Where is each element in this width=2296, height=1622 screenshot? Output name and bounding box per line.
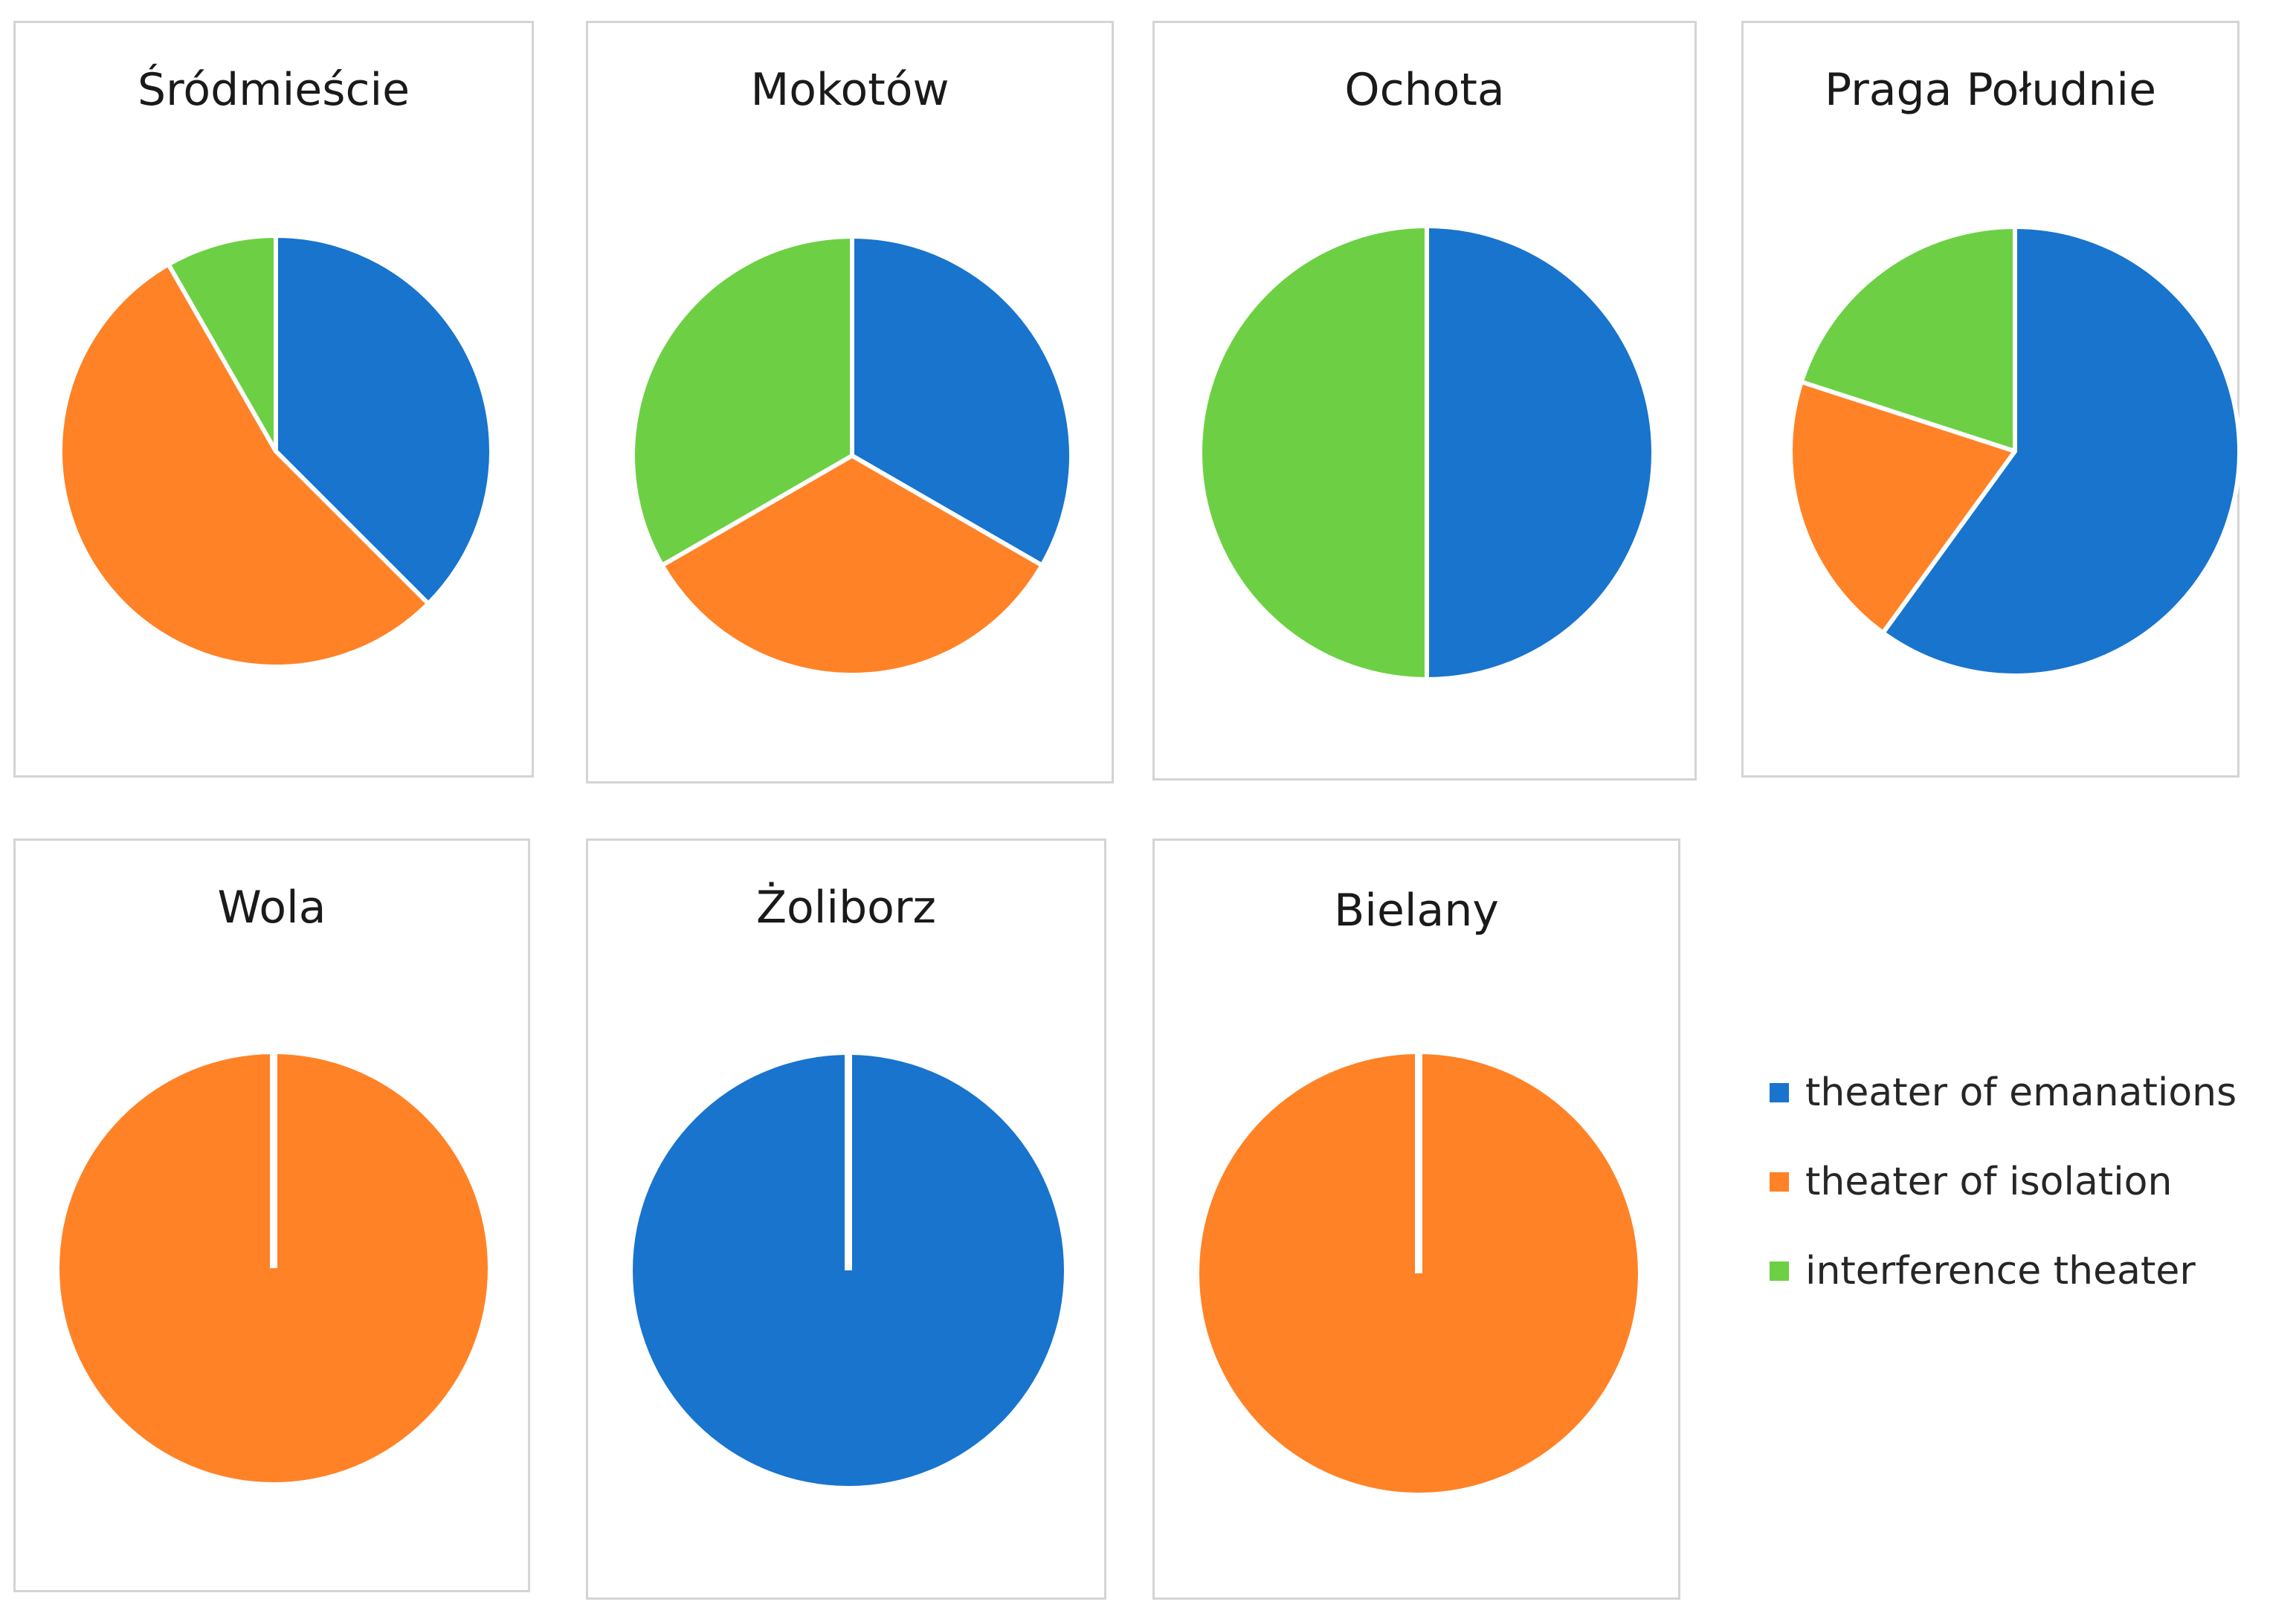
legend-label: interference theater: [1805, 1249, 2196, 1293]
pie-title: Mokotów: [750, 64, 949, 116]
legend-item: theater of emanations: [1770, 1070, 2237, 1115]
pie-slice-interference-theater: [631, 234, 854, 568]
pie-chart: [1788, 224, 2242, 678]
pie-slice-theater-of-emanations: [1880, 224, 2242, 678]
pie-chart: [631, 234, 1074, 677]
pie-panel-bielany: Bielany: [1152, 839, 1680, 1600]
pie-panel-ochota: Ochota: [1152, 21, 1697, 781]
pie-chart: [59, 1054, 488, 1482]
pie-slice-theater-of-emanations: [1425, 224, 1656, 682]
pie-slice-theater-of-emanations: [274, 233, 494, 607]
pie-chart: [633, 1055, 1064, 1486]
pie-slice-theater-of-isolation: [58, 262, 431, 669]
pie-panel-wola: Wola: [13, 839, 530, 1592]
legend-swatch: [1770, 1172, 1789, 1192]
pie-title: Śródmieście: [137, 64, 410, 116]
pie-title: Bielany: [1334, 885, 1499, 937]
pie-panel-srodmiescie: Śródmieście: [13, 21, 534, 778]
pie-slice-interference-theater: [1198, 224, 1429, 682]
legend-item: theater of isolation: [1770, 1160, 2237, 1204]
pie-slice-theater-of-emanations: [850, 234, 1074, 568]
pie-slice-theater-of-isolation: [660, 453, 1045, 677]
pie-chart: [1198, 224, 1656, 682]
legend-item: interference theater: [1770, 1249, 2237, 1293]
legend-label: theater of isolation: [1805, 1160, 2173, 1204]
pie-chart: [58, 233, 494, 669]
pie-title: Wola: [217, 882, 326, 934]
pie-chart: [1199, 1054, 1638, 1493]
legend-swatch: [1770, 1083, 1789, 1102]
legend-label: theater of emanations: [1805, 1070, 2237, 1115]
pie-slice-interference-theater: [1799, 224, 2017, 453]
pie-panel-zoliborz: Żoliborz: [586, 839, 1106, 1600]
pie-title: Żoliborz: [755, 882, 937, 934]
pie-panel-mokotow: Mokotów: [586, 21, 1114, 783]
pie-panel-praga-poludnie: Praga Południe: [1741, 21, 2242, 778]
pie-slice-theater-of-isolation: [1788, 379, 2017, 636]
pie-slice-interference-theater: [166, 233, 278, 453]
legend-swatch: [1770, 1261, 1789, 1281]
legend: theater of emanations theater of isolati…: [1770, 1070, 2237, 1338]
pie-title: Ochota: [1344, 64, 1505, 116]
pie-title: Praga Południe: [1824, 64, 2156, 116]
